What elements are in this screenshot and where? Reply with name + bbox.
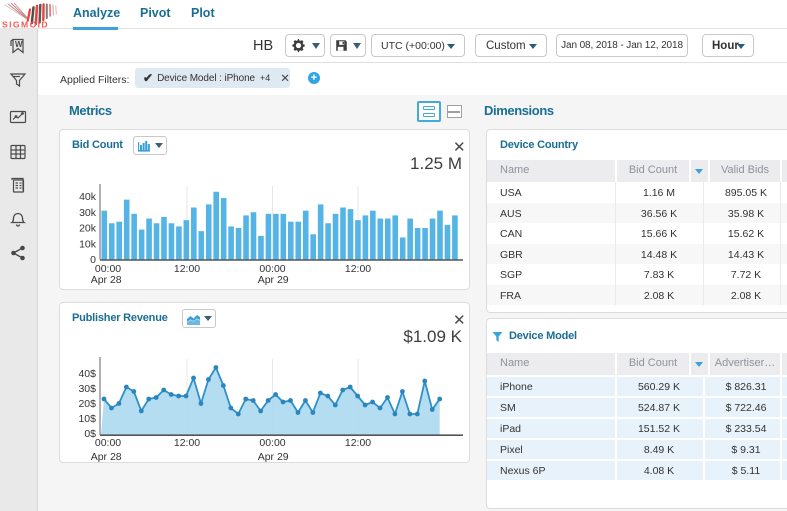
- svg-text:Apr 28: Apr 28: [91, 451, 122, 462]
- svg-text:20$: 20$: [78, 398, 96, 410]
- svg-text:10$: 10$: [78, 413, 96, 425]
- svg-text:00:00: 00:00: [95, 263, 121, 275]
- svg-text:0: 0: [90, 254, 96, 266]
- svg-text:00:00: 00:00: [259, 437, 285, 449]
- svg-text:0$: 0$: [84, 428, 96, 440]
- svg-text:00:00: 00:00: [259, 263, 285, 275]
- svg-text:SIGMOID: SIGMOID: [2, 20, 49, 30]
- svg-text:40$: 40$: [78, 368, 96, 380]
- svg-text:00:00: 00:00: [95, 437, 121, 449]
- svg-text:Apr 29: Apr 29: [258, 274, 289, 286]
- svg-text:12:00: 12:00: [345, 263, 371, 275]
- svg-text:30$: 30$: [78, 383, 96, 395]
- svg-text:W: W: [15, 40, 23, 49]
- svg-text:Apr 29: Apr 29: [258, 451, 289, 462]
- svg-text:10k: 10k: [79, 238, 97, 250]
- svg-text:12:00: 12:00: [174, 437, 200, 449]
- svg-text:40k: 40k: [79, 191, 97, 203]
- svg-text:Apr 28: Apr 28: [91, 274, 122, 286]
- svg-text:20k: 20k: [79, 223, 97, 235]
- svg-text:12:00: 12:00: [174, 263, 200, 275]
- svg-text:12:00: 12:00: [345, 437, 371, 449]
- svg-text:30k: 30k: [79, 207, 97, 219]
